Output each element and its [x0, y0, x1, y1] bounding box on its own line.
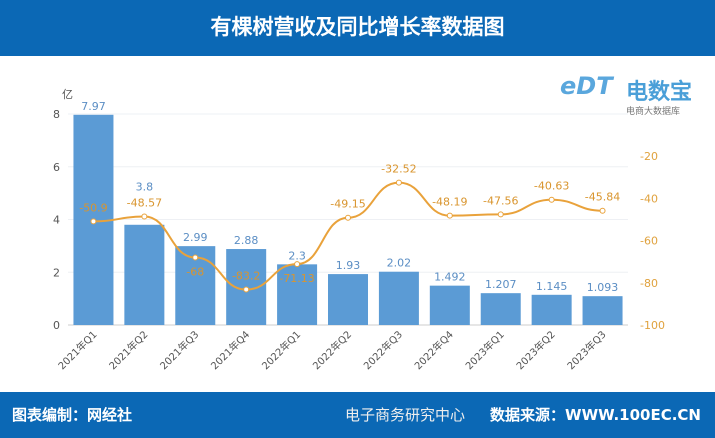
chart-title: 有棵树营收及同比增长率数据图 — [0, 0, 715, 56]
line-point — [192, 254, 199, 261]
bar-label: 3.8 — [136, 180, 154, 193]
y-tick-label: 8 — [53, 108, 60, 121]
line-label: -48.57 — [127, 196, 162, 209]
y-tick-label: 4 — [53, 214, 60, 227]
line-point — [141, 213, 148, 220]
line-label: -83.2 — [232, 270, 260, 283]
bar-label: 7.97 — [81, 100, 106, 113]
line-point — [497, 211, 504, 218]
bar-label: 2.02 — [387, 257, 412, 270]
footer-source: 数据来源：WWW.100EC.CN — [490, 406, 701, 424]
line-label: -49.15 — [330, 198, 365, 211]
line-label: -40.63 — [534, 180, 569, 193]
y2-tick-label: -40 — [640, 192, 658, 205]
bar — [429, 285, 470, 325]
line-point — [599, 207, 606, 214]
footer-credit: 图表编制：网经社 — [12, 406, 133, 424]
bar-label: 2.88 — [234, 234, 259, 247]
x-tick-label: 2023年Q1 — [463, 328, 507, 372]
x-tick-label: 2023年Q2 — [513, 328, 557, 372]
y-tick-label: 2 — [53, 266, 60, 279]
x-tick-label: 2022年Q4 — [412, 328, 456, 372]
bar — [378, 271, 419, 325]
y-axis-label: 亿 — [62, 88, 73, 101]
line-point — [345, 214, 351, 221]
x-tick-label: 2022年Q3 — [361, 328, 405, 372]
line-point — [90, 218, 97, 225]
line-label: -45.84 — [585, 191, 620, 204]
x-tick-label: 2021年Q2 — [106, 328, 150, 372]
bar — [124, 224, 165, 325]
line-point — [395, 179, 402, 186]
x-tick-label: 2021年Q1 — [55, 328, 99, 372]
x-tick-label: 2021年Q3 — [157, 328, 201, 372]
line-label: -68 — [186, 265, 204, 278]
bar-label: 2.99 — [183, 231, 208, 244]
bar-label: 1.93 — [336, 259, 361, 272]
bar — [582, 296, 623, 325]
x-tick-label: 2022年Q2 — [310, 328, 354, 372]
line-label: -47.56 — [483, 194, 518, 207]
logo-mark: eDT — [560, 72, 613, 100]
logo-name: 电数宝 — [626, 80, 693, 105]
bar — [328, 274, 368, 325]
line-point — [446, 212, 453, 219]
x-tick-label: 2021年Q4 — [208, 328, 252, 372]
watermark: 电子商务研究中心 — [344, 406, 465, 424]
footer: 图表编制：网经社 电子商务研究中心 数据来源：WWW.100EC.CN — [0, 392, 715, 438]
bar-label: 2.3 — [288, 249, 306, 262]
y-tick-label: 0 — [53, 319, 60, 332]
x-tick-label: 2022年Q1 — [259, 328, 303, 372]
bar-label: 1.093 — [587, 281, 619, 294]
line-label: -71.13 — [279, 272, 314, 285]
y2-tick-label: -100 — [640, 319, 665, 332]
bar — [480, 293, 521, 325]
line-label: -50.9 — [79, 201, 107, 214]
y2-tick-label: -60 — [640, 235, 658, 248]
line-point — [294, 261, 301, 268]
line-point — [243, 286, 250, 293]
bar — [531, 294, 572, 325]
line-point — [548, 196, 555, 203]
bar-label: 1.492 — [434, 271, 466, 284]
bar — [277, 264, 318, 325]
bar-label: 1.145 — [536, 280, 568, 293]
x-tick-label: 2023年Q3 — [564, 328, 608, 372]
logo-sub: 电商大数据库 — [626, 107, 681, 117]
y2-tick-label: -80 — [640, 277, 658, 290]
line-label: -32.52 — [381, 163, 416, 176]
line-label: -48.19 — [432, 196, 467, 209]
y2-tick-label: -20 — [640, 150, 658, 163]
bar-label: 1.207 — [485, 278, 517, 291]
y-tick-label: 6 — [53, 161, 60, 174]
